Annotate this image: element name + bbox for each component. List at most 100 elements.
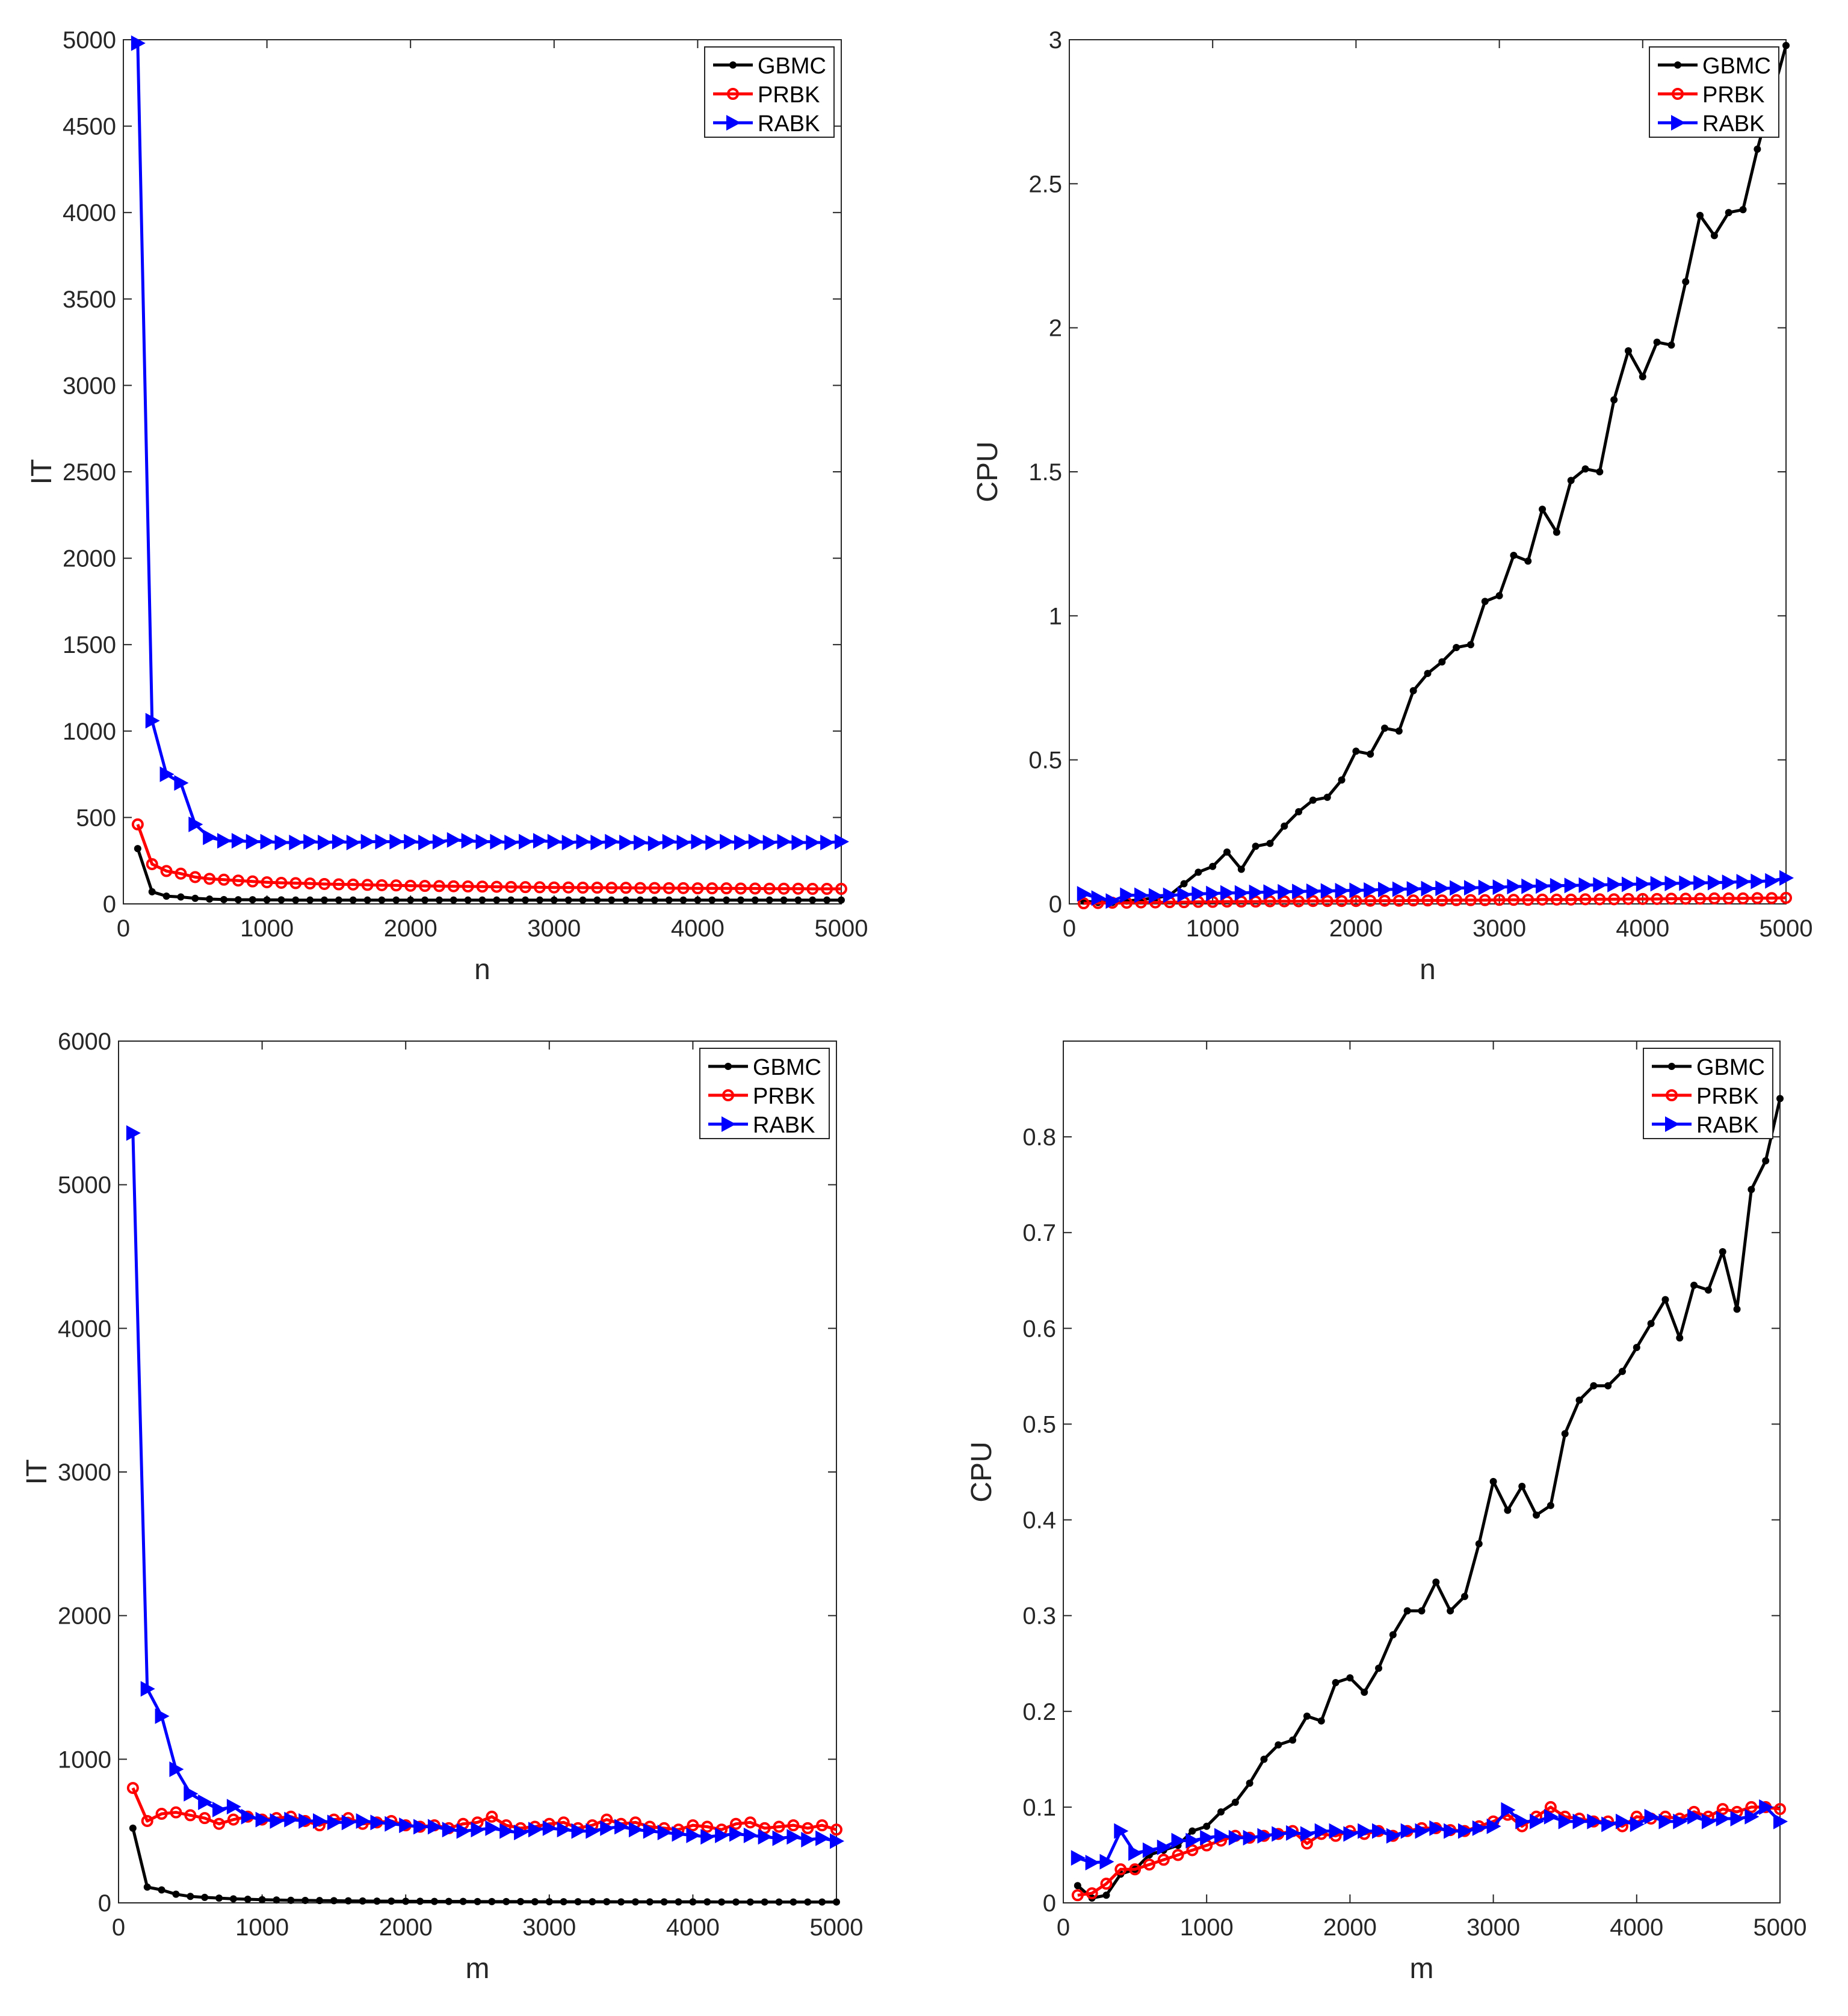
data-point: [388, 1897, 395, 1905]
x-tick-label: 4000: [671, 915, 725, 942]
x-tick-label: 2000: [1329, 915, 1383, 942]
data-point: [318, 835, 333, 851]
data-point: [270, 1813, 285, 1829]
legend-label: PRBK: [1696, 1084, 1758, 1109]
data-point: [1188, 1827, 1196, 1835]
data-point: [447, 832, 462, 848]
data-point: [517, 1897, 525, 1905]
data-point: [701, 1820, 714, 1833]
data-point: [241, 1808, 256, 1825]
data-point: [1672, 88, 1684, 100]
data-point: [1409, 687, 1417, 694]
data-point: [1722, 892, 1735, 904]
data-point: [1739, 206, 1747, 214]
y-tick-label: 1: [1049, 603, 1062, 629]
y-tick-label: 2000: [58, 1603, 111, 1630]
legend-label: GBMC: [1702, 54, 1771, 79]
data-point: [708, 896, 716, 904]
data-point: [631, 1898, 639, 1906]
data-point: [140, 1681, 155, 1697]
data-point: [672, 1826, 687, 1842]
data-point: [1252, 843, 1259, 850]
y-tick-label: 0.4: [1022, 1507, 1056, 1534]
data-point: [1421, 880, 1436, 897]
data-point: [327, 1814, 342, 1831]
data-point: [246, 833, 261, 850]
data-point: [330, 1897, 338, 1905]
data-point: [1745, 1801, 1758, 1813]
data-point: [1114, 1863, 1127, 1876]
data-point: [461, 833, 476, 849]
data-point: [1522, 894, 1534, 906]
data-point: [170, 1806, 182, 1819]
data-point: [514, 1825, 529, 1841]
y-tick-label: 0: [1049, 891, 1062, 918]
data-point: [184, 1786, 199, 1802]
data-point: [564, 896, 572, 904]
data-point: [1260, 1755, 1268, 1763]
data-point: [1278, 883, 1293, 900]
data-point: [490, 833, 505, 850]
data-point: [823, 896, 831, 904]
data-point: [1766, 892, 1778, 904]
data-point: [794, 896, 802, 904]
data-point: [1478, 879, 1493, 895]
plot-area: [123, 39, 842, 904]
data-point: [1647, 1320, 1655, 1328]
y-tick-label: 0.1: [1022, 1795, 1056, 1821]
data-point: [1579, 893, 1592, 906]
data-point: [1622, 892, 1634, 905]
data-point: [249, 896, 256, 904]
data-point: [1472, 1820, 1487, 1836]
data-point: [1372, 1823, 1387, 1839]
data-point: [725, 1063, 732, 1070]
data-point: [1320, 883, 1335, 899]
data-point: [528, 1822, 543, 1838]
data-point: [1661, 1296, 1669, 1303]
data-point: [1550, 893, 1563, 906]
data-point: [1306, 883, 1321, 899]
x-tick-label: 5000: [1760, 915, 1813, 942]
data-point: [1504, 1506, 1512, 1514]
data-point: [746, 1898, 754, 1906]
data-point: [1550, 877, 1565, 894]
data-point: [838, 896, 845, 904]
data-point: [830, 1823, 842, 1836]
data-point: [820, 835, 835, 851]
data-point: [1536, 878, 1551, 894]
data-point: [1567, 477, 1575, 484]
data-point: [777, 833, 792, 850]
data-point: [1289, 1736, 1297, 1744]
data-point: [1564, 877, 1579, 894]
data-point: [1464, 894, 1477, 906]
series-gbmc: [1074, 1095, 1784, 1902]
data-point: [1335, 882, 1350, 898]
data-point: [677, 882, 690, 894]
series-prbk: [131, 818, 847, 895]
data-point: [1507, 894, 1520, 906]
data-point: [1278, 895, 1291, 908]
data-point: [593, 896, 601, 904]
data-point: [1314, 1823, 1329, 1839]
y-tick-label: 2000: [63, 546, 116, 572]
data-point: [304, 877, 317, 890]
legend-label: RABK: [1696, 1113, 1758, 1138]
data-point: [1658, 1813, 1673, 1829]
data-point: [1719, 1248, 1726, 1256]
data-point: [703, 1898, 711, 1906]
data-point: [1186, 1844, 1199, 1857]
data-point: [292, 896, 300, 904]
data-point: [1667, 341, 1675, 349]
data-point: [657, 1825, 672, 1841]
data-point: [220, 895, 228, 903]
data-point: [146, 858, 158, 870]
data-point: [246, 875, 259, 888]
data-point: [1501, 1802, 1516, 1818]
data-point: [419, 880, 431, 892]
data-point: [1237, 865, 1245, 873]
data-point: [1243, 1829, 1258, 1846]
y-tick-label: 0.5: [1028, 747, 1062, 774]
data-point: [1593, 877, 1608, 893]
data-point: [1099, 1854, 1114, 1870]
data-point: [1272, 1826, 1287, 1842]
